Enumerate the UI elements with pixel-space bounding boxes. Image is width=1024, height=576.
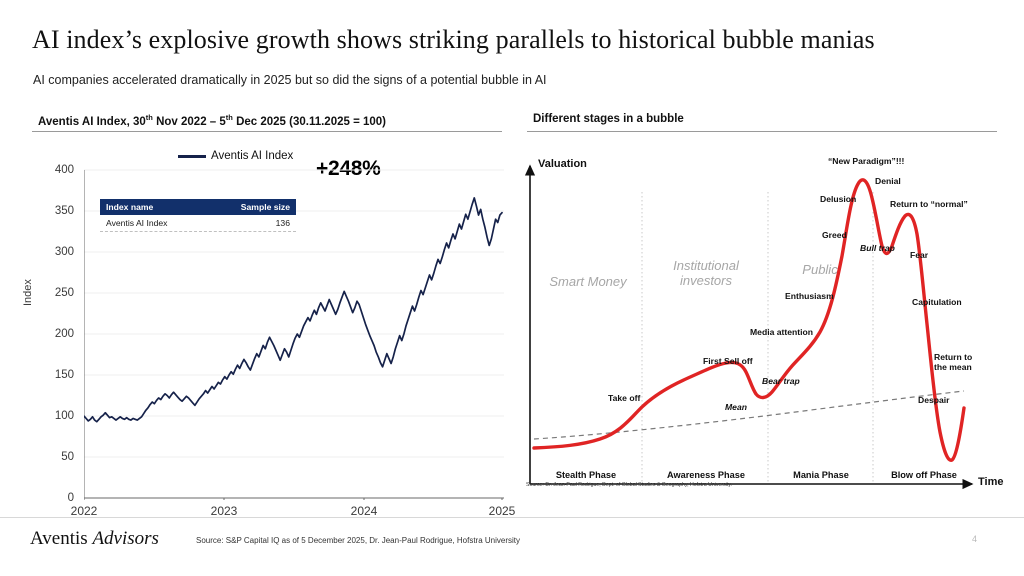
plot-gridlines xyxy=(84,169,504,458)
bubble-stages-chart: Valuation Time Smart Money Institutional… xyxy=(520,110,1008,510)
y-tick: 250 xyxy=(54,287,74,299)
left-header-post: Dec 2025 (30.11.2025 = 100) xyxy=(232,115,387,128)
x-tick-marks xyxy=(84,498,503,500)
y-tick: 400 xyxy=(54,164,74,176)
stage-label-return-to-normal: Return to “normal” xyxy=(890,199,968,209)
right-panel-header: Different stages in a bubble xyxy=(533,113,684,125)
phase-label-blow-off: Blow off Phase xyxy=(891,470,957,480)
stage-label-bear-trap: Bear trap xyxy=(762,376,800,386)
phase-label-stealth: Stealth Phase xyxy=(555,470,617,480)
chart-legend: Aventis AI Index xyxy=(178,150,293,162)
left-header-pre: Aventis AI Index, 30 xyxy=(38,115,146,128)
phase-dividers xyxy=(641,192,874,484)
page-subtitle: AI companies accelerated dramatically in… xyxy=(33,73,547,87)
ai-index-chart: Aventis AI Index +248% Index 400 350 300… xyxy=(22,110,515,518)
page-title: AI index’s explosive growth shows striki… xyxy=(32,25,875,54)
plot-axes xyxy=(84,170,504,499)
actor-label-institutional-line1: Institutional xyxy=(673,258,739,273)
x-tick: 2025 xyxy=(488,504,516,518)
y-tick: 200 xyxy=(54,328,74,340)
stage-label-denial: Denial xyxy=(875,176,901,186)
left-panel-header: Aventis AI Index, 30th Nov 2022 – 5th De… xyxy=(38,113,386,128)
page-number: 4 xyxy=(972,534,978,544)
mean-trend-line xyxy=(533,390,965,440)
stage-label-return-to-mean: Return to the mean xyxy=(934,352,972,372)
y-tick: 0 xyxy=(67,492,74,504)
footer-divider xyxy=(0,517,1024,518)
actor-label-public: Public xyxy=(802,262,838,277)
y-axis-title: Index xyxy=(22,279,34,306)
y-tick: 150 xyxy=(54,369,74,381)
x-tick: 2024 xyxy=(350,504,378,518)
left-panel-divider xyxy=(32,131,502,132)
stage-label-first-sell-off: First Sell off xyxy=(703,356,753,366)
actor-label-institutional-line2: investors xyxy=(679,273,733,288)
left-header-sup-1: th xyxy=(145,113,153,122)
y-tick: 300 xyxy=(54,246,74,258)
x-tick: 2022 xyxy=(70,504,98,518)
table-header-row: Index name Sample size xyxy=(100,199,296,215)
stage-label-greed: Greed xyxy=(822,230,847,240)
footer-source: Source: S&P Capital IQ as of 5 December … xyxy=(196,536,521,545)
valuation-axis-label: Valuation xyxy=(538,158,587,170)
table-cell-index-name: Aventis AI Index xyxy=(106,218,168,228)
left-header-sup-2: th xyxy=(225,113,233,122)
brand-word-2: Advisors xyxy=(92,528,159,549)
stage-label-media-attention: Media attention xyxy=(750,327,814,337)
y-axis-ticks: 400 350 300 250 200 150 100 50 0 xyxy=(40,110,74,510)
time-axis-label: Time xyxy=(978,476,1004,488)
phase-label-mania: Mania Phase xyxy=(793,470,849,480)
return-to-mean-line2: the mean xyxy=(934,362,972,372)
index-line-series xyxy=(84,197,503,423)
table-header-sample-size: Sample size xyxy=(240,202,290,212)
stage-label-new-paradigm: “New Paradigm”!!! xyxy=(828,156,905,166)
stage-label-enthusiasm: Enthusiasm xyxy=(785,291,834,301)
brand-logo: Aventis Advisors xyxy=(30,528,159,550)
actor-label-smart-money: Smart Money xyxy=(549,274,627,289)
ai-index-plot xyxy=(84,169,504,500)
brand-word-1: Aventis xyxy=(30,528,93,549)
bubble-curve xyxy=(532,178,966,462)
right-panel-divider xyxy=(527,131,997,132)
table-row: Aventis AI Index 136 xyxy=(100,215,296,232)
bubble-chart-source: Source: Dr. Jean-Paul Rodrigue, Dept. of… xyxy=(526,482,732,488)
stage-label-capitulation: Capitulation xyxy=(912,297,962,307)
stage-label-take-off: Take off xyxy=(608,393,641,403)
growth-badge: +248% xyxy=(316,157,381,180)
left-header-mid: Nov 2022 – 5 xyxy=(152,115,226,128)
legend-line-swatch xyxy=(178,154,206,158)
table-header-index-name: Index name xyxy=(106,202,154,212)
bubble-curve-svg xyxy=(524,164,974,490)
index-summary-table: Index name Sample size Aventis AI Index … xyxy=(100,199,296,232)
stage-label-mean: Mean xyxy=(725,402,747,412)
y-tick: 50 xyxy=(61,451,74,463)
stage-label-despair: Despair xyxy=(918,395,950,405)
actor-label-institutional-investors: Institutional investors xyxy=(673,258,739,288)
return-to-mean-line1: Return to xyxy=(934,352,973,362)
phase-label-awareness: Awareness Phase xyxy=(667,470,745,480)
y-tick: 350 xyxy=(54,205,74,217)
stage-label-bull-trap: Bull trap xyxy=(860,243,895,253)
stage-label-delusion: Delusion xyxy=(820,194,857,204)
stage-label-fear: Fear xyxy=(910,250,929,260)
y-tick: 100 xyxy=(54,410,74,422)
table-cell-sample-size: 136 xyxy=(275,218,290,228)
x-tick: 2023 xyxy=(210,504,238,518)
legend-label: Aventis AI Index xyxy=(211,150,294,162)
